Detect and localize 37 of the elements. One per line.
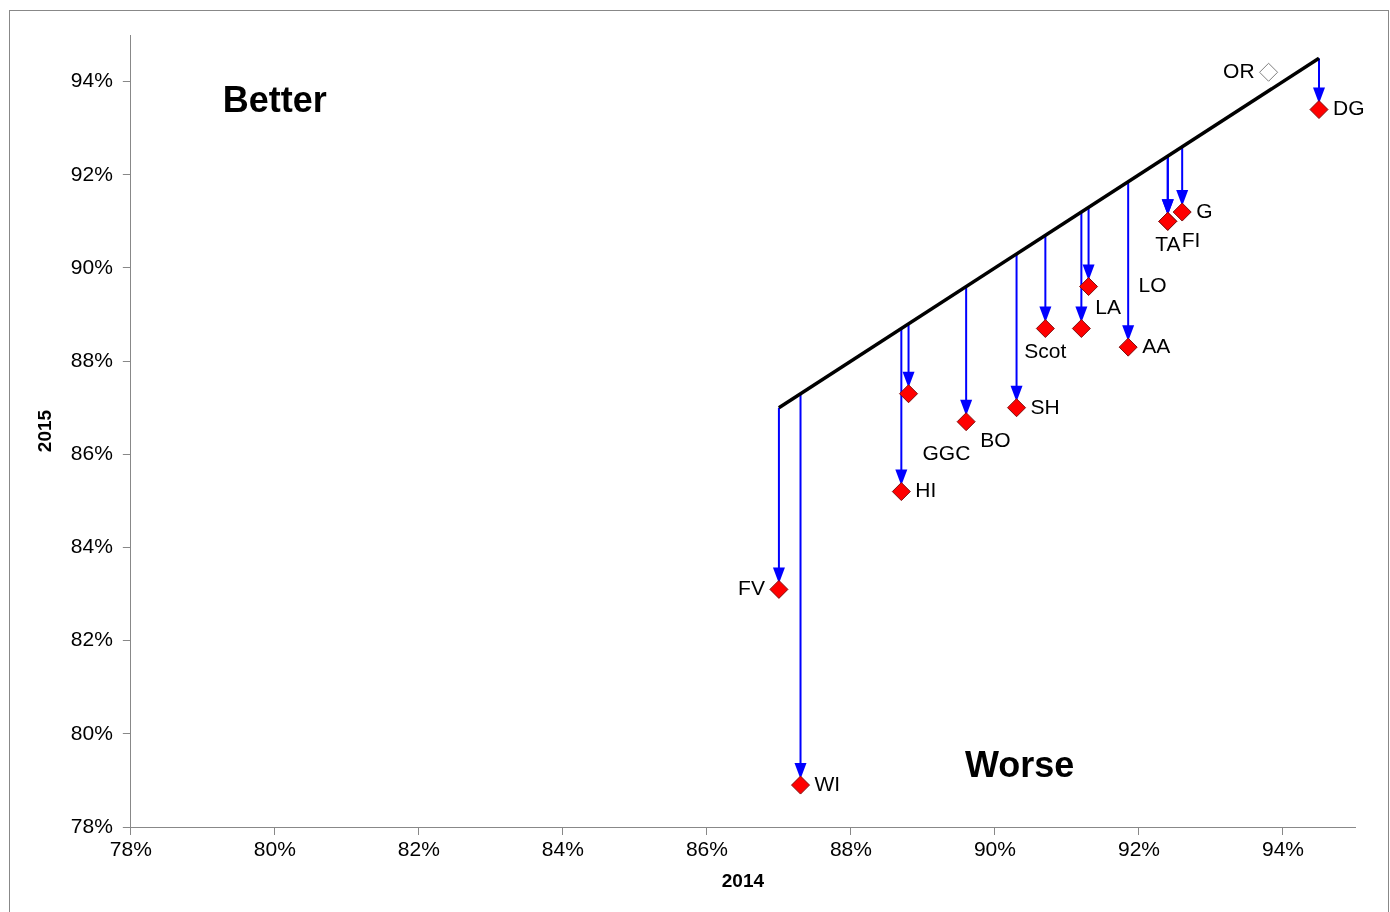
y-tick-label: 86% [70, 441, 113, 465]
y-axis-title: 2015 [33, 409, 55, 453]
annotation: GGC [922, 440, 971, 464]
y-tick-label: 80% [70, 720, 113, 744]
x-tick-label: 94% [1261, 837, 1305, 861]
annotation: HI [915, 478, 937, 502]
annotation: OR [1223, 59, 1255, 83]
annotation: G [1196, 198, 1213, 222]
y-tick-label: 94% [70, 68, 113, 92]
x-tick-label: 86% [685, 837, 728, 861]
x-tick-label: 82% [397, 837, 440, 861]
x-tick-label: 92% [1117, 837, 1160, 861]
x-tick-label: 84% [541, 837, 584, 861]
annotation: FI [1181, 228, 1201, 252]
y-tick-label: 90% [70, 254, 113, 278]
annotation: AA [1142, 333, 1171, 357]
x-tick-label: 80% [253, 837, 296, 861]
annotation: DG [1332, 96, 1365, 120]
annotation: WI [814, 771, 841, 795]
annotation: TA [1155, 232, 1181, 256]
annotation: Worse [965, 743, 1075, 785]
x-tick-label: 88% [829, 837, 872, 861]
x-axis-title: 2014 [721, 869, 765, 891]
annotation: LO [1138, 273, 1167, 297]
annotation: SH [1030, 394, 1060, 418]
y-tick-label: 84% [70, 534, 113, 558]
y-tick-label: 92% [70, 161, 113, 185]
y-tick-label: 78% [70, 813, 113, 837]
y-tick-label: 88% [70, 347, 113, 371]
x-tick-label: 78% [109, 837, 152, 861]
y-tick-label: 82% [70, 627, 113, 651]
annotation: Scot [1024, 339, 1067, 363]
annotation: Better [222, 78, 327, 120]
x-tick-label: 90% [973, 837, 1016, 861]
annotation: LA [1095, 295, 1122, 319]
annotation: BO [980, 428, 1011, 452]
annotation: FV [738, 576, 765, 600]
